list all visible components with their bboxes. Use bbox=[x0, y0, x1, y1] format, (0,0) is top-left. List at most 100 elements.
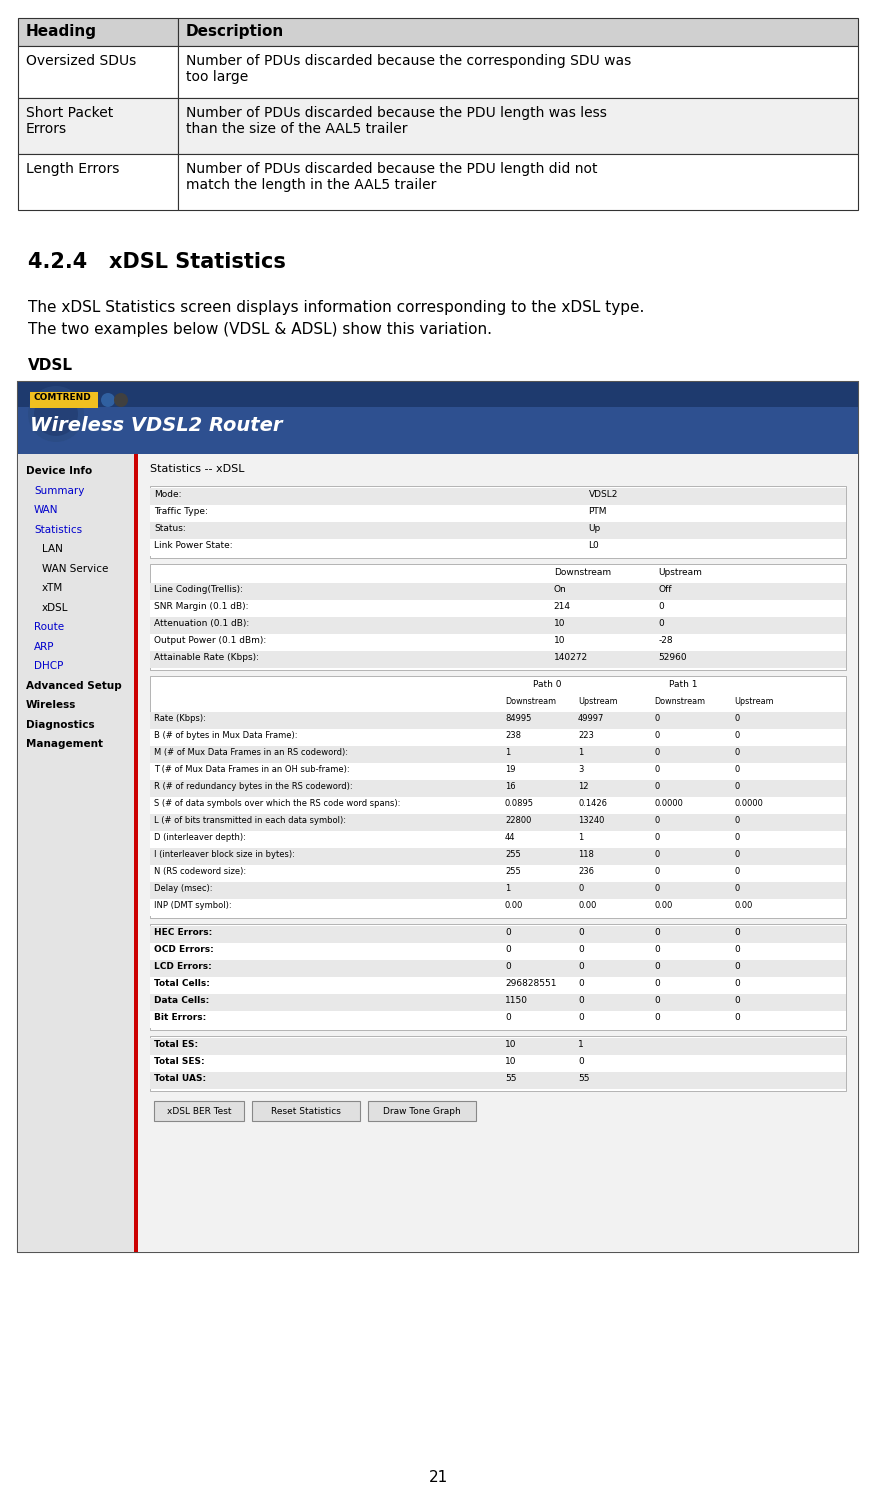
Bar bbox=[150, 522, 846, 539]
Bar bbox=[150, 993, 846, 1011]
Bar bbox=[178, 46, 858, 99]
Text: COMTREND: COMTREND bbox=[33, 393, 91, 402]
Circle shape bbox=[101, 393, 115, 407]
Text: 0: 0 bbox=[578, 978, 583, 987]
Text: 0.0000: 0.0000 bbox=[735, 799, 764, 808]
Text: 0: 0 bbox=[654, 815, 660, 824]
Text: 10: 10 bbox=[505, 1040, 517, 1049]
Text: Attenuation (0.1 dB):: Attenuation (0.1 dB): bbox=[154, 619, 250, 628]
Text: On: On bbox=[554, 585, 567, 594]
Bar bbox=[134, 453, 138, 1252]
Text: 0: 0 bbox=[735, 850, 740, 859]
Text: Heading: Heading bbox=[26, 24, 97, 39]
Text: Total SES:: Total SES: bbox=[154, 1058, 205, 1067]
Text: 0.00: 0.00 bbox=[505, 901, 523, 910]
Bar bbox=[150, 865, 846, 883]
Bar bbox=[18, 381, 858, 453]
Text: WAN Service: WAN Service bbox=[42, 564, 109, 573]
Text: 0: 0 bbox=[654, 764, 660, 773]
Bar bbox=[18, 154, 178, 209]
Text: 0: 0 bbox=[735, 782, 740, 791]
Text: Statistics -- xDSL: Statistics -- xDSL bbox=[150, 464, 244, 474]
Text: 0: 0 bbox=[654, 748, 660, 757]
Bar bbox=[154, 1101, 244, 1121]
Text: WAN: WAN bbox=[34, 506, 59, 515]
Text: Path 1: Path 1 bbox=[668, 681, 697, 690]
Text: Total Cells:: Total Cells: bbox=[154, 978, 210, 987]
Text: 0: 0 bbox=[505, 945, 511, 954]
Text: LAN: LAN bbox=[42, 545, 63, 554]
Text: Delay (msec):: Delay (msec): bbox=[154, 884, 213, 893]
Text: 0: 0 bbox=[654, 714, 660, 723]
Text: 0: 0 bbox=[735, 884, 740, 893]
Text: 0: 0 bbox=[735, 748, 740, 757]
Text: HEC Errors:: HEC Errors: bbox=[154, 928, 212, 936]
Text: 238: 238 bbox=[505, 732, 521, 741]
Text: 0: 0 bbox=[505, 928, 511, 936]
Text: 0: 0 bbox=[654, 833, 660, 842]
Text: Wireless: Wireless bbox=[26, 700, 76, 711]
Text: Length Errors: Length Errors bbox=[26, 162, 119, 177]
Text: 12: 12 bbox=[578, 782, 589, 791]
Text: 0: 0 bbox=[654, 928, 661, 936]
Text: 0: 0 bbox=[735, 945, 740, 954]
Bar bbox=[150, 488, 846, 506]
Text: M (# of Mux Data Frames in an RS codeword):: M (# of Mux Data Frames in an RS codewor… bbox=[154, 748, 348, 757]
Text: 1: 1 bbox=[578, 833, 583, 842]
Text: 44: 44 bbox=[505, 833, 515, 842]
Text: 19: 19 bbox=[505, 764, 515, 773]
Text: 0: 0 bbox=[654, 996, 661, 1005]
Bar bbox=[150, 899, 846, 916]
Text: 0: 0 bbox=[654, 732, 660, 741]
Bar bbox=[18, 381, 858, 1252]
Text: 0: 0 bbox=[578, 962, 583, 971]
Text: OCD Errors:: OCD Errors: bbox=[154, 945, 214, 954]
Text: Upstream: Upstream bbox=[578, 697, 618, 706]
Text: Advanced Setup: Advanced Setup bbox=[26, 681, 122, 691]
Text: S (# of data symbols over which the RS code word spans):: S (# of data symbols over which the RS c… bbox=[154, 799, 400, 808]
Text: 0: 0 bbox=[654, 868, 660, 877]
Text: Statistics: Statistics bbox=[34, 525, 82, 534]
Text: Line Coding(Trellis):: Line Coding(Trellis): bbox=[154, 585, 243, 594]
Text: T (# of Mux Data Frames in an OH sub-frame):: T (# of Mux Data Frames in an OH sub-fra… bbox=[154, 764, 350, 773]
Bar bbox=[150, 830, 846, 848]
Text: Data Cells:: Data Cells: bbox=[154, 996, 209, 1005]
Bar bbox=[150, 506, 846, 522]
Text: 0: 0 bbox=[735, 764, 740, 773]
Text: Summary: Summary bbox=[34, 486, 84, 495]
Text: xDSL: xDSL bbox=[42, 603, 68, 612]
Text: 118: 118 bbox=[578, 850, 594, 859]
Bar bbox=[150, 676, 846, 919]
Text: D (interleaver depth):: D (interleaver depth): bbox=[154, 833, 246, 842]
Text: VDSL: VDSL bbox=[28, 358, 73, 373]
Text: PTM: PTM bbox=[589, 507, 607, 516]
Text: 0: 0 bbox=[578, 945, 583, 954]
Text: 0: 0 bbox=[658, 619, 664, 628]
Text: 0: 0 bbox=[654, 884, 660, 893]
Text: Diagnostics: Diagnostics bbox=[26, 720, 95, 730]
Text: 13240: 13240 bbox=[578, 815, 604, 824]
Text: 10: 10 bbox=[505, 1058, 517, 1067]
Text: 0: 0 bbox=[654, 945, 661, 954]
Text: 22800: 22800 bbox=[505, 815, 532, 824]
Bar bbox=[150, 763, 846, 779]
Text: 0: 0 bbox=[505, 1013, 511, 1022]
Bar bbox=[150, 616, 846, 634]
Text: xTM: xTM bbox=[42, 583, 63, 592]
Bar bbox=[150, 1011, 846, 1028]
Text: xDSL BER Test: xDSL BER Test bbox=[166, 1107, 231, 1116]
Bar bbox=[150, 1055, 846, 1073]
Text: 140272: 140272 bbox=[554, 652, 588, 663]
Text: Status:: Status: bbox=[154, 524, 186, 533]
Bar bbox=[138, 453, 858, 1252]
Text: Management: Management bbox=[26, 739, 103, 749]
Bar bbox=[150, 747, 846, 763]
Text: 0: 0 bbox=[735, 833, 740, 842]
Text: 55: 55 bbox=[505, 1074, 517, 1083]
Bar bbox=[150, 729, 846, 747]
Text: 1: 1 bbox=[505, 884, 510, 893]
Bar bbox=[30, 392, 98, 408]
Text: 0.0895: 0.0895 bbox=[505, 799, 534, 808]
Text: 0: 0 bbox=[654, 962, 661, 971]
Text: 1150: 1150 bbox=[505, 996, 528, 1005]
